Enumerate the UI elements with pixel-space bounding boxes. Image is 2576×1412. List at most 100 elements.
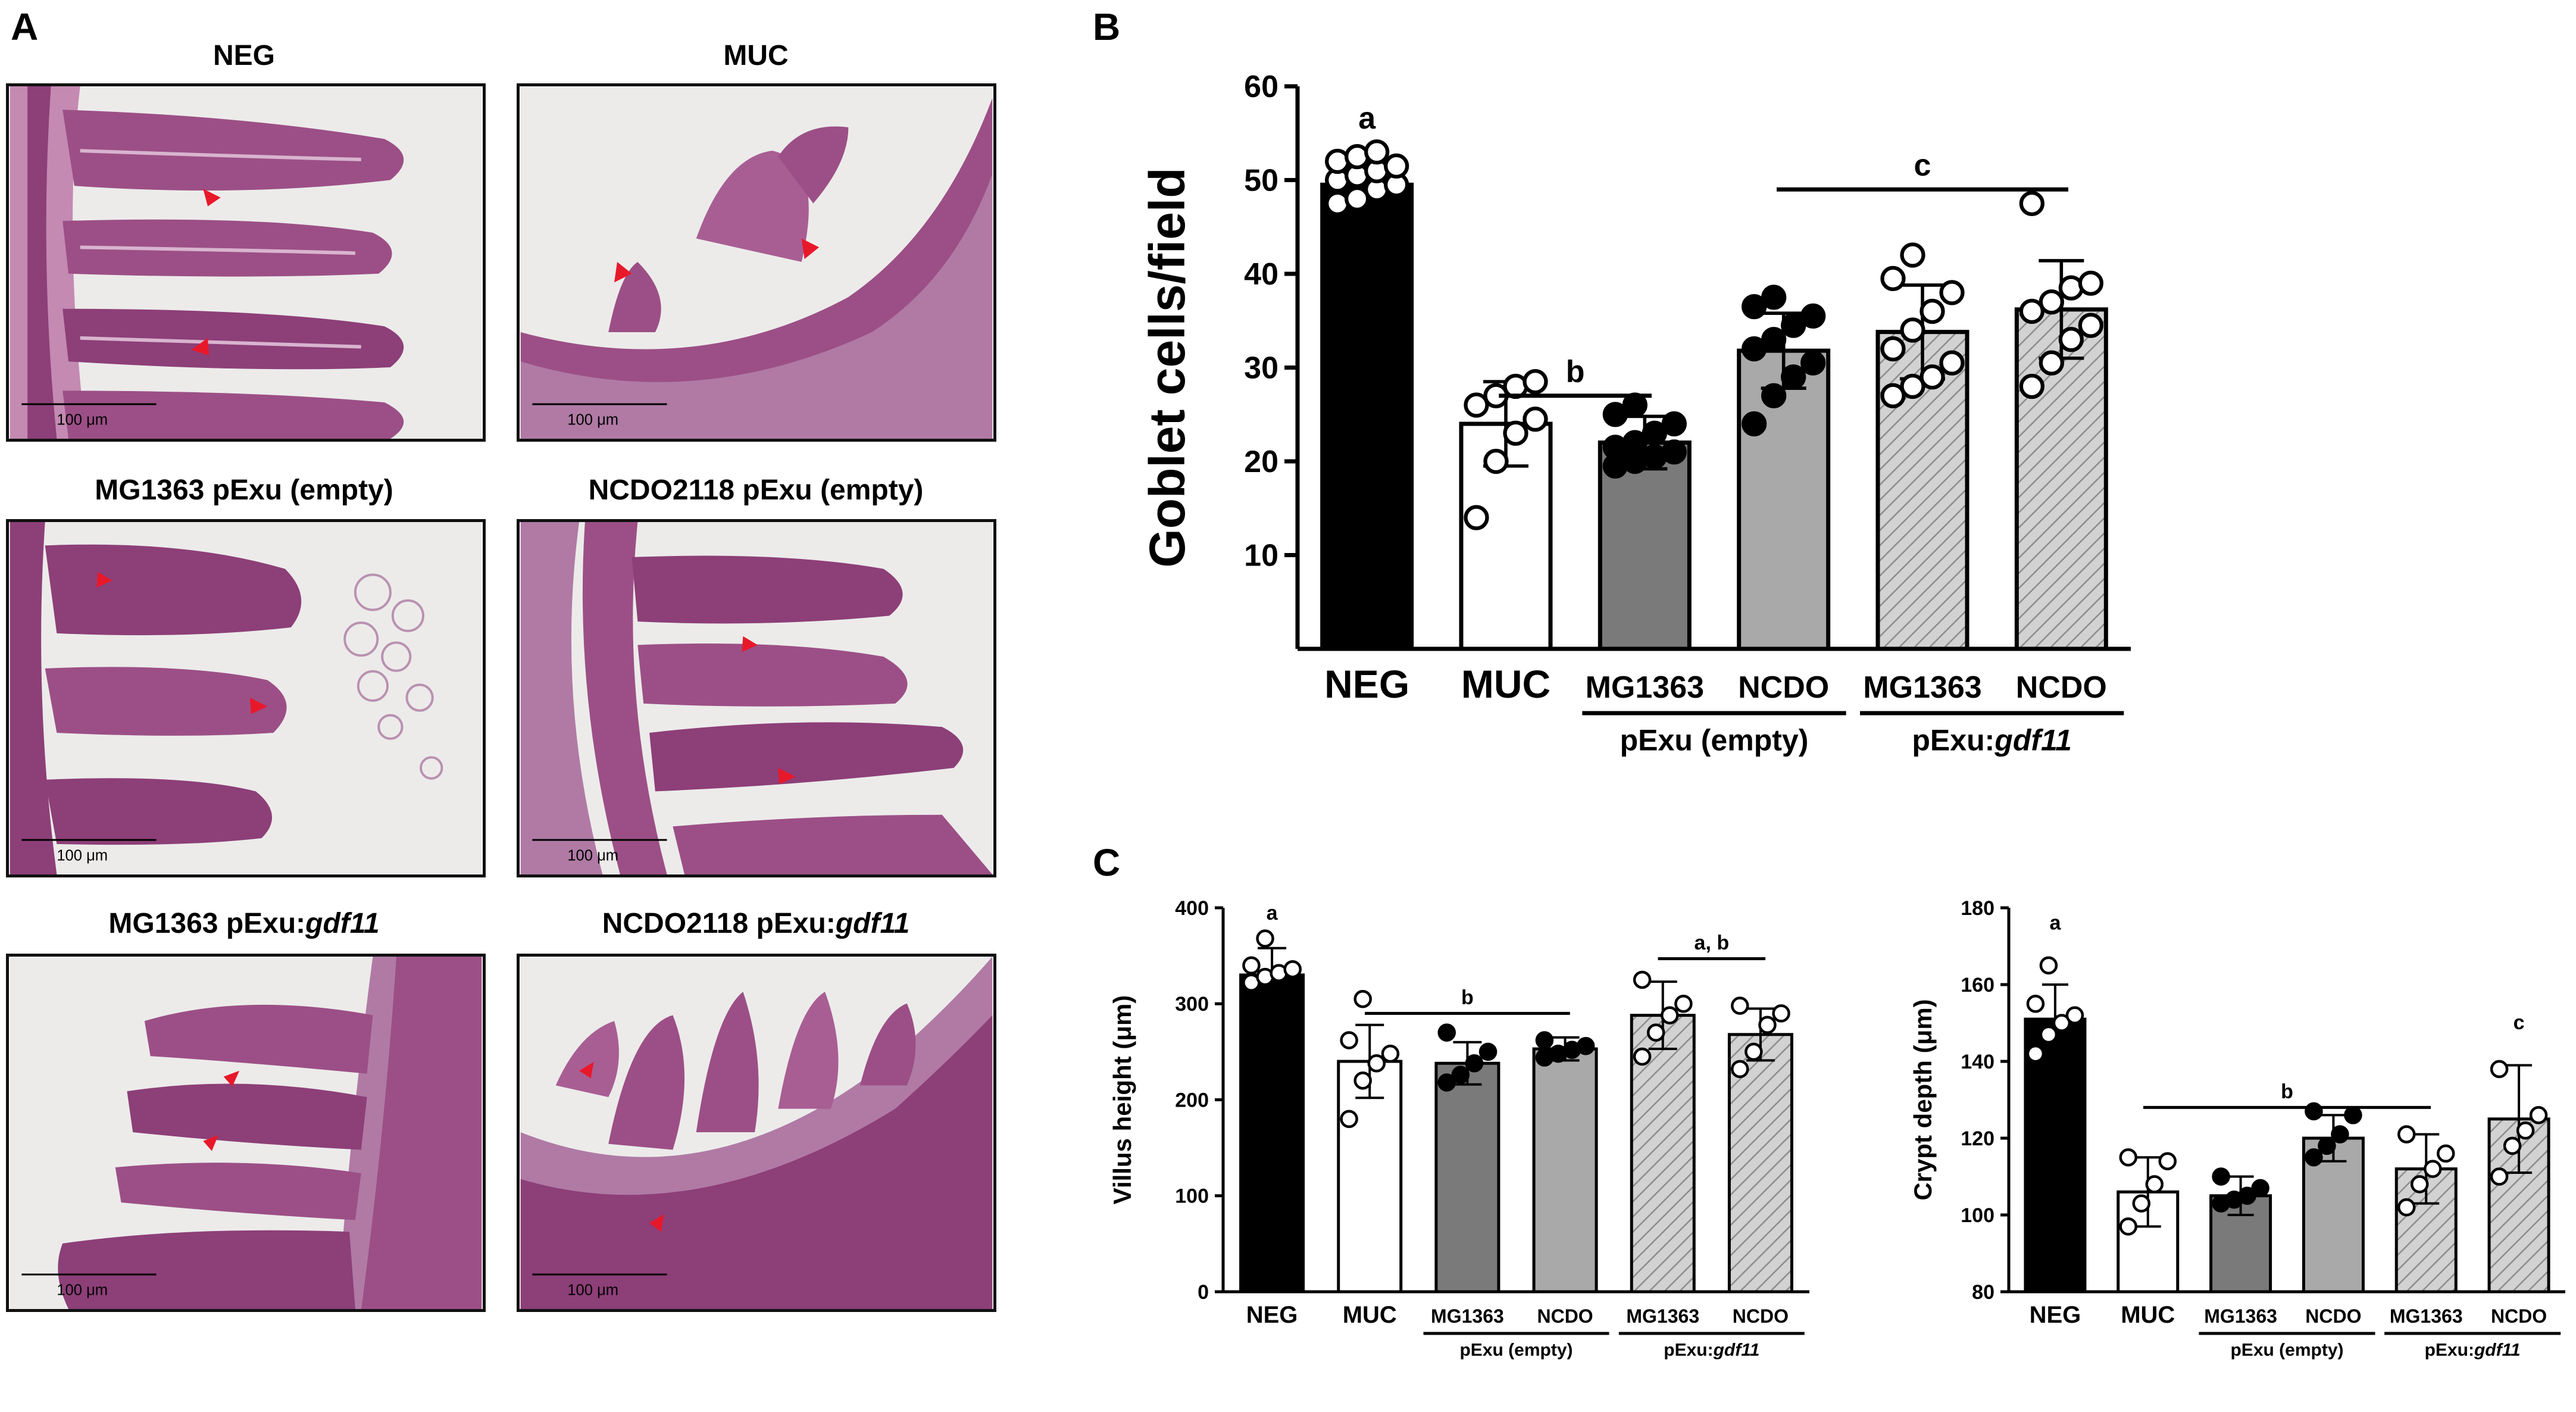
data-point xyxy=(2065,1006,2084,1024)
y-tick-label: 180 xyxy=(1961,897,1994,920)
data-point xyxy=(2058,327,2084,352)
data-point xyxy=(1535,1031,1554,1049)
y-tick-label: 200 xyxy=(1175,1089,1209,1111)
data-point xyxy=(1437,1073,1456,1092)
group-label: pExu:gdf11 xyxy=(1664,1341,1759,1360)
significance-letter: b xyxy=(2281,1080,2293,1103)
data-point xyxy=(1465,1054,1484,1073)
data-point xyxy=(2331,1125,2349,1144)
data-point xyxy=(2251,1179,2269,1198)
y-tick-label: 100 xyxy=(1175,1185,1209,1208)
x-tick-label: MG1363 xyxy=(2390,1305,2463,1327)
data-point xyxy=(1900,242,1925,268)
goblet-cells-chart: 10 20 30 40 50 60 Goblet cells/field NEG MUC MG13… xyxy=(1139,70,2131,757)
histology-image-ncdo-gdf11: 100 μm xyxy=(517,954,996,1312)
x-tick-label: MG1363 xyxy=(2204,1305,2277,1327)
histology-title-mg-empty: MG1363 pExu (empty) xyxy=(95,474,393,506)
x-tick-label: MUC xyxy=(2121,1302,2175,1328)
significance-letter: b xyxy=(1461,986,1474,1009)
data-point xyxy=(1642,420,1667,446)
y-tick-label: 0 xyxy=(1198,1281,1209,1304)
bar xyxy=(1239,973,1305,1294)
bar xyxy=(1320,182,1414,651)
x-tick-label: NEG xyxy=(1324,662,1409,706)
data-point xyxy=(2078,313,2103,338)
y-tick-label: 40 xyxy=(1244,257,1278,292)
data-point xyxy=(1633,970,1652,989)
data-point xyxy=(2019,373,2044,399)
data-point xyxy=(2145,1175,2164,1194)
significance-letter: a xyxy=(1267,902,1278,924)
data-point xyxy=(1800,303,1826,329)
data-point xyxy=(2132,1194,2150,1213)
histology-title-muc: MUC xyxy=(723,40,789,71)
x-tick-label: NCDO xyxy=(2305,1305,2361,1327)
y-tick-label: 10 xyxy=(1244,539,1278,573)
y-tick-label: 120 xyxy=(1961,1127,1994,1150)
data-point xyxy=(1384,153,1409,179)
data-point xyxy=(1731,996,1749,1015)
data-point xyxy=(2039,956,2058,974)
data-point xyxy=(1920,298,1945,324)
y-tick-label: 160 xyxy=(1961,974,1994,996)
data-point xyxy=(2318,1136,2336,1155)
data-point xyxy=(1353,989,1372,1008)
data-point xyxy=(1503,420,1528,446)
bar xyxy=(1337,1060,1403,1294)
data-point xyxy=(1283,960,1302,979)
data-point xyxy=(2026,995,2045,1013)
data-point xyxy=(2052,1014,2071,1032)
data-point xyxy=(2039,350,2064,376)
significance-letter: a, b xyxy=(1695,932,1730,954)
data-point xyxy=(1622,430,1647,455)
data-point xyxy=(1761,285,1787,310)
data-point xyxy=(2529,1106,2548,1124)
y-tick-label: 140 xyxy=(1961,1051,1994,1073)
data-point xyxy=(1451,1066,1470,1084)
scalebar-label: 100 μm xyxy=(57,847,108,864)
data-point xyxy=(1464,392,1489,418)
significance-letter: a xyxy=(1358,101,1376,136)
scalebar-label: 100 μm xyxy=(57,411,108,428)
data-point xyxy=(1939,280,1965,305)
histology-image-neg: 100 μm xyxy=(6,83,486,442)
data-point xyxy=(2411,1175,2429,1194)
data-point xyxy=(1772,1004,1790,1023)
significance-letter: c xyxy=(2514,1011,2525,1034)
histology-image-muc: 100 μm xyxy=(517,83,996,442)
x-tick-label: NCDO xyxy=(2016,670,2107,705)
data-point xyxy=(1340,1110,1358,1128)
data-point xyxy=(1880,265,1906,292)
data-point xyxy=(1920,364,1945,390)
data-point xyxy=(1880,383,1906,408)
bar xyxy=(2024,1017,2087,1294)
x-tick-label: MG1363 xyxy=(1863,670,1981,705)
data-point xyxy=(2344,1106,2362,1124)
x-tick-label: MUC xyxy=(1461,662,1550,706)
panel-letter-c: C xyxy=(1093,841,1121,884)
x-tick-label: NCDO xyxy=(1537,1305,1593,1327)
scalebar-label: 100 μm xyxy=(567,411,618,428)
x-tick-label: MUC xyxy=(1343,1302,1397,1328)
data-point xyxy=(1781,313,1806,338)
significance-letter: a xyxy=(2049,911,2061,934)
y-axis-title: Crypt depth (μm) xyxy=(1909,999,1937,1200)
data-point xyxy=(2424,1160,2442,1178)
y-tick-label: 30 xyxy=(1244,351,1278,386)
data-point xyxy=(2026,1044,2045,1063)
data-point xyxy=(2516,1121,2535,1140)
data-point xyxy=(1674,995,1693,1013)
scalebar-label: 100 μm xyxy=(567,1282,618,1298)
panel-letter-b: B xyxy=(1093,5,1121,48)
data-point xyxy=(1381,1044,1400,1063)
x-tick-label: MG1363 xyxy=(1586,670,1704,705)
x-tick-label: NCDO xyxy=(1733,1305,1789,1327)
data-point xyxy=(2078,270,2103,296)
histology-title-ncdo-gdf11: NCDO2118 pExu:gdf11 xyxy=(602,908,910,939)
data-point xyxy=(2212,1167,2230,1186)
scalebar-label: 100 μm xyxy=(57,1282,108,1298)
data-point xyxy=(1761,383,1787,408)
y-axis-title: Goblet cells/field xyxy=(1139,167,1195,567)
data-point xyxy=(1633,1047,1652,1066)
data-point xyxy=(2503,1136,2522,1155)
